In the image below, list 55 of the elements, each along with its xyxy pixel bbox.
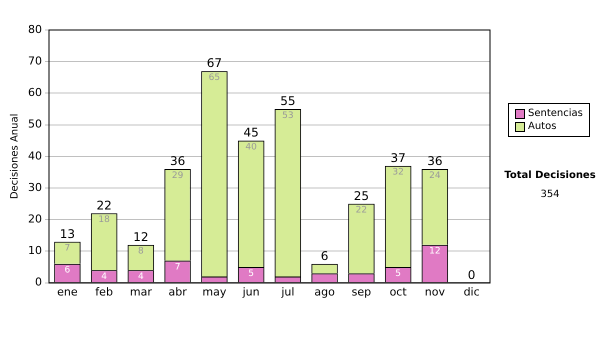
data-label: 5 [248,268,254,279]
data-label: 8 [138,246,144,257]
total-label: 55 [280,94,296,108]
total-label: 37 [390,151,406,166]
data-label: 24 [429,170,441,181]
x-tick-label: nov [424,285,446,298]
data-label: 7 [64,244,70,254]
data-label: 6 [64,266,71,276]
total-label: 36 [170,154,186,168]
data-label: 53 [282,110,294,121]
x-tick-label: dic [464,285,480,298]
data-label: 40 [245,142,258,152]
total-label: 45 [243,126,259,140]
total-label: 36 [427,154,443,168]
data-label: 18 [98,215,110,226]
text: Total Decisiones [503,170,597,181]
y-tick-label: 30 [28,180,42,194]
data-label: 29 [172,170,184,181]
x-tick-label: sep [352,285,372,298]
x-tick-label: oct [390,285,408,298]
x-tick-label: feb [95,285,113,298]
y-tick-label: 50 [28,118,42,131]
x-tick-label: ago [314,285,336,298]
data-label: 12 [429,246,441,257]
data-label: 22 [356,206,368,216]
y-tick-label: 60 [28,86,42,100]
y-tick-label: 40 [28,149,42,162]
data-label: 7 [174,262,180,273]
legend-label: Autos [528,120,556,133]
data-label: 4 [138,272,144,282]
data-label: 65 [208,72,220,83]
y-tick-label: 20 [28,212,42,226]
total-label: 12 [133,230,149,244]
total-label: 22 [96,198,112,212]
data-label: 32 [392,168,404,178]
x-tick-label: may [202,285,227,298]
y-tick-label: 80 [28,22,42,36]
total-label: 0 [468,268,476,282]
x-tick-label: jul [280,285,294,298]
total-label: 6 [320,248,328,263]
y-tick-label: 10 [28,244,42,258]
data-label: 4 [101,272,108,282]
y-tick-label: 0 [34,276,42,289]
total-label: 13 [60,226,76,241]
data-label: 5 [395,268,401,279]
y-tick-label: 70 [28,54,42,68]
text: 354 [539,189,561,200]
total-label: 67 [206,56,222,70]
y-axis-title: Decisiones Anual [10,114,21,200]
total-label: 25 [354,188,370,203]
x-tick-label: abr [168,285,188,298]
x-tick-label: jun [242,285,260,298]
x-tick-label: ene [57,285,78,298]
legend-label: Sentencias [528,107,583,120]
x-tick-label: mar [130,285,152,298]
